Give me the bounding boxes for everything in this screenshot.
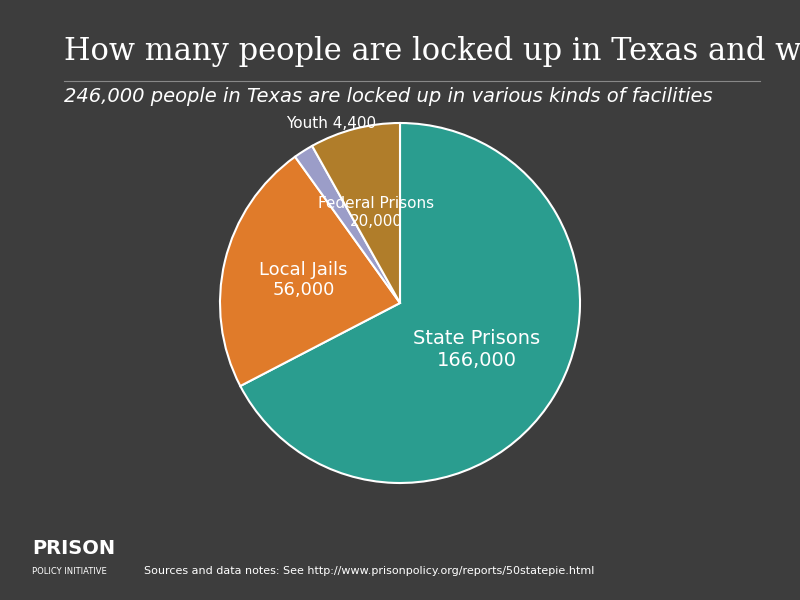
Text: Sources and data notes: See http://www.prisonpolicy.org/reports/50statepie.html: Sources and data notes: See http://www.p… [144, 566, 594, 576]
Text: Youth 4,400: Youth 4,400 [286, 116, 376, 131]
Wedge shape [295, 146, 400, 303]
Text: Federal Prisons
20,000: Federal Prisons 20,000 [318, 196, 434, 229]
Wedge shape [312, 123, 400, 303]
Text: POLICY INITIATIVE: POLICY INITIATIVE [32, 567, 106, 576]
Wedge shape [220, 157, 400, 386]
Text: Local Jails
56,000: Local Jails 56,000 [259, 260, 348, 299]
Text: How many people are locked up in Texas and where?: How many people are locked up in Texas a… [64, 36, 800, 67]
Text: 246,000 people in Texas are locked up in various kinds of facilities: 246,000 people in Texas are locked up in… [64, 87, 713, 106]
Wedge shape [240, 123, 580, 483]
Text: PRISON: PRISON [32, 539, 115, 558]
Text: State Prisons
166,000: State Prisons 166,000 [414, 329, 541, 370]
